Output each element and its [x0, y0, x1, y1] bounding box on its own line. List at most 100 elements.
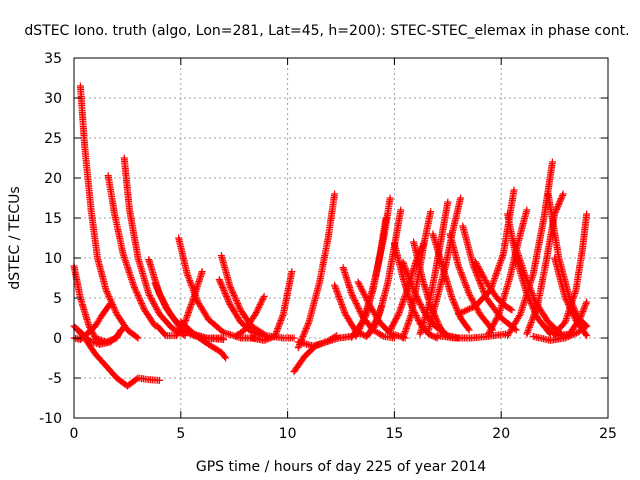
data-point — [458, 272, 466, 280]
data-point — [359, 318, 367, 326]
data-point — [402, 266, 410, 274]
data-point — [365, 330, 373, 338]
data-point — [304, 320, 312, 328]
data-point — [160, 299, 168, 307]
data-point — [150, 321, 158, 329]
data-point — [357, 323, 365, 331]
x-tick-label: 5 — [176, 426, 185, 442]
data-point — [155, 289, 163, 297]
data-point — [153, 305, 161, 313]
data-point — [414, 315, 422, 323]
data-point — [461, 307, 469, 315]
data-point — [357, 284, 365, 292]
data-point — [276, 318, 284, 326]
data-point — [227, 284, 235, 292]
data-point — [476, 267, 484, 275]
data-point — [160, 300, 168, 308]
data-point — [460, 277, 468, 285]
data-point — [188, 283, 196, 291]
data-point — [579, 306, 587, 314]
data-point — [183, 270, 191, 278]
data-point — [580, 304, 588, 312]
data-point — [103, 289, 111, 297]
data-point — [259, 296, 267, 304]
data-point — [130, 282, 138, 290]
data-point — [252, 310, 260, 318]
data-point — [465, 288, 473, 296]
data-point — [474, 263, 482, 271]
data-point — [217, 280, 225, 288]
data-point — [413, 313, 421, 321]
data-point — [184, 272, 192, 280]
data-point — [255, 304, 263, 312]
data-point — [158, 296, 166, 304]
data-point — [532, 305, 540, 313]
data-point — [357, 321, 365, 329]
x-tick-label: 10 — [279, 426, 297, 442]
data-point — [375, 312, 383, 320]
data-point — [394, 311, 402, 319]
data-point — [236, 304, 244, 312]
data-point — [105, 292, 113, 300]
data-point — [186, 277, 194, 285]
data-point — [361, 313, 369, 321]
data-point — [484, 330, 492, 338]
data-point — [155, 376, 163, 384]
data-point — [571, 330, 579, 338]
data-point — [478, 270, 486, 278]
data-point — [358, 320, 366, 328]
data-point — [582, 300, 590, 308]
data-point — [467, 304, 475, 312]
data-point — [464, 325, 472, 333]
data-point — [151, 301, 159, 309]
data-point — [583, 332, 591, 340]
series-16 — [247, 268, 296, 344]
data-point — [444, 198, 452, 206]
series-38 — [454, 186, 518, 318]
data-point — [367, 325, 375, 333]
data-point — [478, 283, 486, 291]
data-point — [359, 289, 367, 297]
data-point — [223, 294, 231, 302]
data-point — [271, 331, 279, 339]
y-axis-ticks: -10 -5 0 5 10 15 20 25 30 35 — [39, 51, 608, 427]
data-point — [570, 313, 578, 321]
data-point — [526, 322, 534, 330]
data-point — [151, 302, 159, 310]
data-point — [386, 194, 394, 202]
data-point — [186, 278, 194, 286]
data-point — [277, 315, 285, 323]
series-36 — [433, 330, 509, 342]
data-point — [405, 274, 413, 282]
data-point — [397, 206, 405, 214]
data-point — [474, 273, 482, 281]
data-point — [353, 331, 361, 339]
data-point — [220, 286, 228, 294]
data-point — [154, 307, 162, 315]
data-point — [221, 353, 229, 361]
data-point — [459, 308, 467, 316]
data-point — [155, 288, 163, 296]
data-point — [137, 298, 145, 306]
data-point — [404, 271, 412, 279]
series-30 — [399, 208, 435, 342]
data-point — [508, 306, 516, 314]
data-point — [516, 312, 524, 320]
data-point — [563, 333, 571, 341]
data-point — [407, 279, 415, 287]
data-point — [462, 282, 470, 290]
data-point — [529, 291, 537, 299]
data-point — [290, 334, 298, 342]
data-point — [103, 288, 111, 296]
data-point — [522, 273, 530, 281]
data-point — [466, 292, 474, 300]
data-point — [362, 312, 370, 320]
data-point — [132, 287, 140, 295]
data-point — [418, 304, 426, 312]
data-point — [523, 330, 531, 338]
data-point — [271, 332, 279, 340]
x-axis-label: GPS time / hours of day 225 of year 2014 — [196, 459, 486, 475]
data-point — [131, 284, 139, 292]
data-point — [233, 298, 241, 306]
data-point — [465, 326, 473, 334]
